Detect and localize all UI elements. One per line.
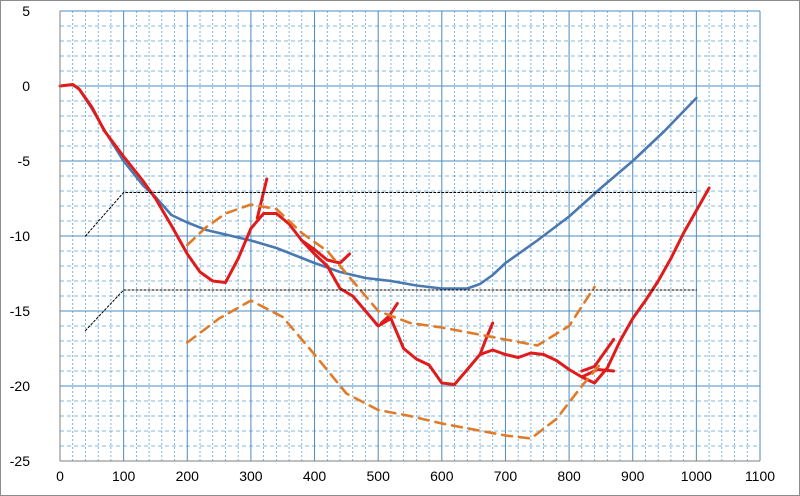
x-tick-label: 400 xyxy=(303,468,327,484)
x-tick-label: 500 xyxy=(367,468,391,484)
x-tick-label: 800 xyxy=(557,468,581,484)
x-tick-label: 1100 xyxy=(745,468,775,484)
series-line-3 xyxy=(255,177,269,220)
x-tick-label: 1000 xyxy=(681,468,712,484)
y-tick-label: -15 xyxy=(10,303,30,319)
axes: 0 100 200 300 400 500 600 700 800 900 1000 1100 5 0 -5… xyxy=(10,3,775,484)
series-line-10 xyxy=(186,299,603,440)
x-tick-label: 0 xyxy=(56,468,64,484)
series-group xyxy=(58,83,711,440)
y-tick-label: -10 xyxy=(10,228,30,244)
series-line-11 xyxy=(85,192,697,237)
series-line-12 xyxy=(85,289,697,331)
y-tick-label: 5 xyxy=(22,3,30,19)
x-tick-label: 300 xyxy=(239,468,263,484)
y-tick-label: -25 xyxy=(10,453,30,469)
x-tick-label: 900 xyxy=(621,468,645,484)
series-line-6 xyxy=(478,321,495,356)
series-line-9 xyxy=(186,203,596,347)
x-tick-label: 200 xyxy=(176,468,200,484)
x-tick-label: 100 xyxy=(112,468,136,484)
series-line-7 xyxy=(580,338,616,373)
series-line-2 xyxy=(58,83,711,386)
series-line-8 xyxy=(580,368,616,379)
y-tick-label: 0 xyxy=(22,78,30,94)
y-tick-label: -5 xyxy=(18,153,31,169)
x-tick-label: 600 xyxy=(430,468,454,484)
series-line-4 xyxy=(300,239,351,265)
series-line-1 xyxy=(58,83,698,290)
y-tick-label: -20 xyxy=(10,378,30,394)
x-tick-label: 700 xyxy=(494,468,518,484)
